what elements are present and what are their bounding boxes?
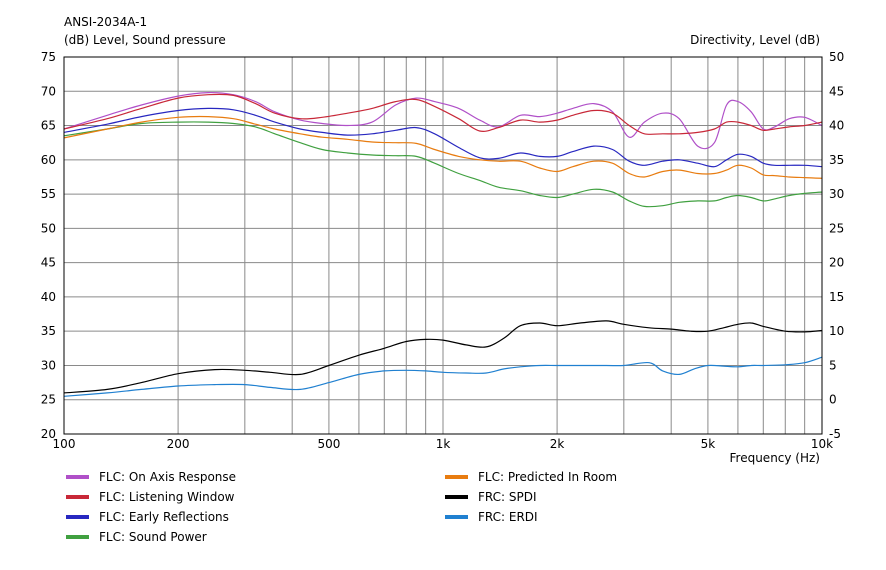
x-axis-label: Frequency (Hz): [730, 451, 821, 465]
y2-tick-label: 50: [829, 50, 844, 64]
plot-area: [63, 91, 823, 397]
x-tick-label: 100: [53, 437, 76, 451]
x-tick-label: 5k: [701, 437, 716, 451]
x-tick-label: 10k: [811, 437, 833, 451]
series-line-flc-on-axis-response: [63, 91, 823, 150]
y2-tick-label: 35: [829, 153, 844, 167]
y-tick-label: 45: [41, 256, 56, 270]
series-line-frc-erdi: [63, 356, 823, 397]
y2-tick-label: 10: [829, 324, 844, 338]
y-tick-label: 75: [41, 50, 56, 64]
y2-tick-label: 0: [829, 393, 837, 407]
x-tick-label: 2k: [550, 437, 565, 451]
y2-tick-label: -5: [829, 427, 841, 441]
y-tick-label: 25: [41, 393, 56, 407]
y2-tick-label: 40: [829, 119, 844, 133]
series-line-frc-spdi: [63, 320, 823, 394]
x-tick-label: 200: [167, 437, 190, 451]
chart-title: ANSI-2034A-1: [64, 15, 147, 29]
x-tick-label: 1k: [436, 437, 451, 451]
y-tick-label: 35: [41, 324, 56, 338]
y-tick-label: 55: [41, 187, 56, 201]
y-tick-label: 50: [41, 221, 56, 235]
series-line-flc-predicted-in-room: [63, 115, 823, 179]
y2-tick-label: 45: [829, 84, 844, 98]
left-axis-label: (dB) Level, Sound pressure: [64, 33, 226, 47]
x-tick-label: 500: [317, 437, 340, 451]
series-line-flc-early-reflections: [63, 107, 823, 168]
y2-tick-label: 25: [829, 221, 844, 235]
y-tick-label: 60: [41, 153, 56, 167]
series-line-flc-listening-window: [63, 93, 823, 135]
grid: [64, 57, 822, 434]
y2-tick-label: 15: [829, 290, 844, 304]
tick-labels: 100 200 500 1k 2k 5k 10k2025303540455055606570…: [41, 50, 845, 451]
y2-tick-label: 30: [829, 187, 844, 201]
y-tick-label: 70: [41, 84, 56, 98]
y-tick-label: 30: [41, 358, 56, 372]
y-tick-label: 20: [41, 427, 56, 441]
series-line-flc-sound-power: [63, 121, 823, 208]
y-tick-label: 40: [41, 290, 56, 304]
y-tick-label: 65: [41, 119, 56, 133]
right-axis-label: Directivity, Level (dB): [690, 33, 820, 47]
y2-tick-label: 20: [829, 256, 844, 270]
y2-tick-label: 5: [829, 358, 837, 372]
plot-frame: [63, 56, 823, 435]
